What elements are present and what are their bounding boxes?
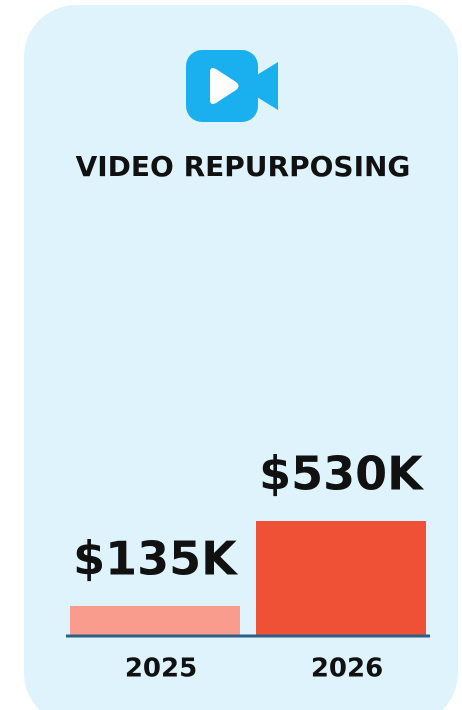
chart-title: VIDEO REPURPOSING [76, 150, 411, 183]
bar [256, 521, 426, 635]
bar [70, 605, 240, 635]
value-label: $135K [73, 531, 239, 585]
video-icon [186, 50, 278, 122]
x-tick-label: 2026 [311, 654, 383, 684]
value-label: $530K [259, 447, 425, 501]
x-tick-label: 2025 [125, 654, 197, 684]
